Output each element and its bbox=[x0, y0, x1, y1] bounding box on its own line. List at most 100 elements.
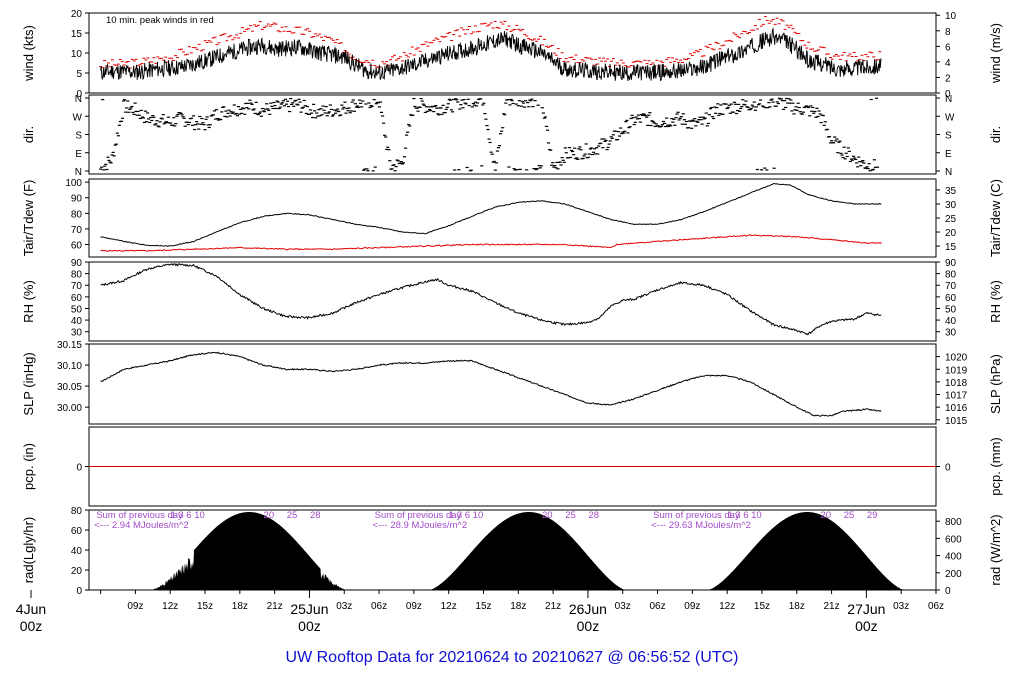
x-day-label-hour: 00z bbox=[298, 618, 321, 634]
ylabel-left-rad: rad(Lgly/hr) bbox=[21, 517, 36, 583]
ytick-label-right-slp: 1017 bbox=[945, 391, 968, 402]
solar-hour-tick-label: 1 3 6 10 bbox=[449, 510, 483, 521]
ytick-label-left-rad: 60 bbox=[71, 526, 83, 537]
ytick-label-right-wind: 2 bbox=[945, 73, 951, 84]
x-day-label: 25Jun bbox=[290, 601, 328, 617]
slp-line bbox=[100, 351, 882, 417]
ylabel-left-pcp: pcp. (in) bbox=[21, 443, 36, 490]
x-day-label: 26Jun bbox=[569, 601, 607, 617]
x-tick-label: 15z bbox=[475, 601, 491, 612]
ytick-label-right-rad: 400 bbox=[945, 552, 962, 563]
ytick-label-right-rh: 50 bbox=[945, 304, 957, 315]
x-tick-label: 09z bbox=[406, 601, 422, 612]
x-day-label: 4Jun bbox=[16, 601, 46, 617]
panel-frame-wind bbox=[88, 12, 937, 94]
ylabel-left-dir: dir. bbox=[21, 126, 36, 143]
ytick-label-right-rad: 800 bbox=[945, 517, 962, 528]
radiation-day-1 bbox=[150, 512, 348, 590]
ytick-label-right-rh: 30 bbox=[945, 328, 957, 339]
radiation-day-2 bbox=[428, 512, 627, 590]
ytick-label-right-rad: 200 bbox=[945, 569, 962, 580]
ytick-label-left-rad: 80 bbox=[71, 506, 83, 517]
x-tick-label: 18z bbox=[510, 601, 526, 612]
x-tick-label: 21z bbox=[545, 601, 561, 612]
solar-hour-tick-label: 20 bbox=[542, 510, 553, 521]
ytick-label-right-slp: 1016 bbox=[945, 403, 968, 414]
ytick-label-left-dir: N bbox=[75, 94, 82, 105]
radiation-day-3 bbox=[707, 512, 905, 590]
x-tick-label: 09z bbox=[684, 601, 700, 612]
wind-direction-marks bbox=[99, 97, 880, 172]
ytick-label-right-wind: 4 bbox=[945, 58, 951, 69]
radiation-sum-value: <--- 29.63 MJoules/m^2 bbox=[651, 520, 751, 531]
ytick-label-left-rh: 30 bbox=[71, 328, 83, 339]
x-day-label: 27Jun bbox=[847, 601, 885, 617]
ytick-label-left-wind: 5 bbox=[76, 69, 82, 80]
ytick-label-left-rad: 40 bbox=[71, 546, 83, 557]
ytick-label-right-wind: 6 bbox=[945, 42, 951, 53]
ytick-label-left-dir: W bbox=[73, 112, 83, 123]
x-tick-label: 18z bbox=[789, 601, 805, 612]
ylabel-right-slp: SLP (hPa) bbox=[988, 354, 1003, 414]
ylabel-right-pcp: pcp. (mm) bbox=[988, 437, 1003, 496]
ytick-label-right-rh: 90 bbox=[945, 258, 957, 269]
ytick-label-left-temperature: 100 bbox=[65, 178, 82, 189]
solar-hour-tick-label: 28 bbox=[310, 510, 321, 521]
ytick-label-left-rh: 90 bbox=[71, 258, 83, 269]
ytick-label-left-slp: 30.05 bbox=[57, 382, 82, 393]
ytick-label-left-wind: 10 bbox=[71, 49, 83, 60]
ytick-label-right-wind: 10 bbox=[945, 11, 957, 22]
x-day-label-hour: 00z bbox=[577, 618, 600, 634]
ylabel-right-rad: rad (W/m^2) bbox=[988, 514, 1003, 585]
ytick-label-right-dir: N bbox=[945, 94, 952, 105]
x-tick-label: 12z bbox=[162, 601, 178, 612]
ytick-label-left-wind: 20 bbox=[71, 9, 83, 20]
ytick-label-left-dir: S bbox=[75, 131, 82, 142]
ytick-label-right-slp: 1015 bbox=[945, 416, 968, 427]
radiation-sum-value: <--- 28.9 MJoules/m^2 bbox=[373, 520, 467, 531]
ytick-label-right-dir: W bbox=[945, 112, 955, 123]
x-tick-label: 03z bbox=[615, 601, 631, 612]
solar-hour-tick-label: 29 bbox=[867, 510, 878, 521]
ytick-label-right-rad: 0 bbox=[945, 586, 951, 597]
ylabel-right-rh: RH (%) bbox=[988, 280, 1003, 323]
ylabel-left-wind: wind (kts) bbox=[21, 25, 36, 82]
ylabel-right-temperature: Tair/Tdew (C) bbox=[988, 179, 1003, 257]
solar-hour-tick-label: 1 3 6 10 bbox=[170, 510, 204, 521]
x-tick-label: 12z bbox=[441, 601, 457, 612]
ytick-label-right-dir: S bbox=[945, 131, 952, 142]
ytick-label-left-rh: 40 bbox=[71, 316, 83, 327]
ylabel-left-rh: RH (%) bbox=[21, 280, 36, 323]
ytick-label-right-pcp: 0 bbox=[945, 463, 951, 474]
ytick-label-right-rh: 70 bbox=[945, 281, 957, 292]
x-day-label-hour: 00z bbox=[855, 618, 878, 634]
panel-frame-rh bbox=[88, 261, 937, 342]
ytick-label-left-rh: 50 bbox=[71, 304, 83, 315]
ytick-label-right-rh: 60 bbox=[945, 293, 957, 304]
x-tick-label: 21z bbox=[824, 601, 840, 612]
ytick-label-left-slp: 30.00 bbox=[57, 403, 82, 414]
x-tick-label: 18z bbox=[232, 601, 248, 612]
ytick-label-left-rh: 70 bbox=[71, 281, 83, 292]
ytick-label-left-rh: 60 bbox=[71, 293, 83, 304]
radiation-sum-label: Sum of previous day bbox=[96, 510, 183, 521]
ytick-label-right-temperature: 30 bbox=[945, 200, 957, 211]
ytick-label-left-temperature: 90 bbox=[71, 194, 83, 205]
solar-hour-tick-label: 25 bbox=[844, 510, 855, 521]
ytick-label-right-rad: 600 bbox=[945, 534, 962, 545]
ytick-label-left-dir: E bbox=[75, 149, 82, 160]
x-tick-label: 15z bbox=[197, 601, 213, 612]
x-tick-label: 03z bbox=[893, 601, 909, 612]
radiation-sum-label: Sum of previous day bbox=[653, 510, 740, 521]
ytick-label-left-slp: 30.15 bbox=[57, 340, 82, 351]
ytick-label-left-rh: 80 bbox=[71, 270, 83, 281]
ytick-label-right-dir: N bbox=[945, 167, 952, 178]
x-tick-label: 12z bbox=[719, 601, 735, 612]
ytick-label-right-wind: 8 bbox=[945, 27, 951, 38]
ytick-label-right-temperature: 20 bbox=[945, 228, 957, 239]
ytick-label-right-slp: 1018 bbox=[945, 378, 968, 389]
panel-frame-slp bbox=[88, 343, 937, 425]
ytick-label-left-rad: 0 bbox=[76, 586, 82, 597]
x-tick-label: 15z bbox=[754, 601, 770, 612]
